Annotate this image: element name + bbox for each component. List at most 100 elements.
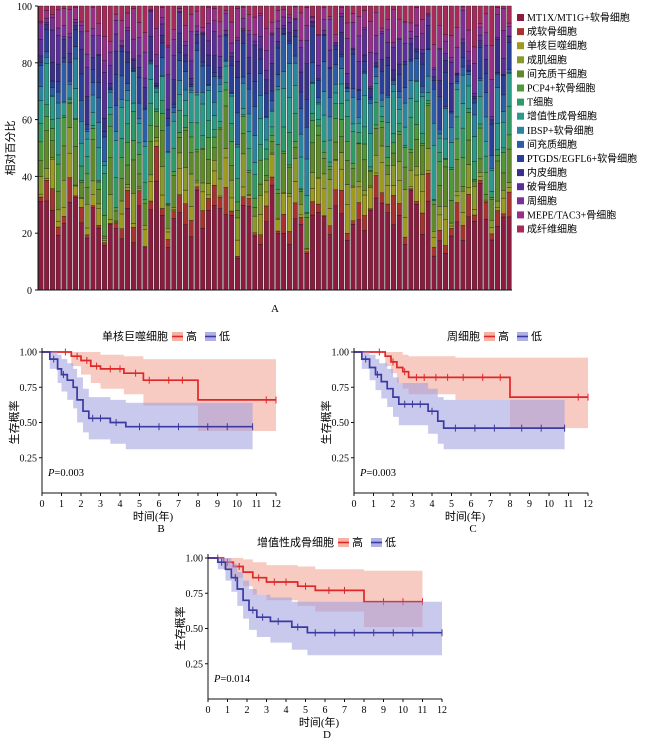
stack-segment bbox=[240, 205, 246, 291]
stack-segment bbox=[304, 217, 310, 249]
stack-segment bbox=[90, 180, 96, 195]
stack-segment bbox=[107, 224, 113, 291]
stack-segment bbox=[211, 170, 217, 186]
stack-segment bbox=[240, 5, 246, 8]
stack-segment bbox=[217, 178, 223, 197]
stack-segment bbox=[281, 9, 287, 18]
stack-segment bbox=[154, 111, 159, 127]
stack-segment bbox=[310, 113, 316, 121]
stack-segment bbox=[263, 50, 269, 71]
stack-segment bbox=[125, 83, 131, 91]
stack-segment bbox=[402, 126, 408, 146]
stack-segment bbox=[460, 212, 466, 226]
stack-segment bbox=[437, 185, 443, 207]
stack-segment bbox=[223, 61, 229, 67]
stack-segment bbox=[408, 60, 414, 81]
stack-segment bbox=[119, 157, 125, 179]
stack-segment bbox=[107, 194, 113, 220]
stack-segment bbox=[73, 185, 79, 197]
stack-segment bbox=[44, 29, 50, 53]
stack-segment bbox=[327, 225, 333, 235]
km-panel-label: D bbox=[323, 729, 331, 738]
stack-segment bbox=[194, 189, 200, 291]
stack-segment bbox=[419, 234, 425, 291]
legend-swatch bbox=[517, 183, 524, 191]
stack-segment bbox=[38, 123, 44, 143]
stack-segment bbox=[55, 9, 61, 29]
stack-segment bbox=[263, 117, 269, 141]
stack-segment bbox=[148, 174, 154, 182]
stack-segment bbox=[500, 58, 506, 75]
stack-segment bbox=[252, 44, 258, 82]
stack-segment bbox=[339, 56, 344, 69]
stack-segment bbox=[73, 146, 79, 186]
stack-segment bbox=[73, 29, 79, 47]
stack-segment bbox=[136, 205, 142, 291]
stack-segment bbox=[477, 47, 483, 79]
stack-segment bbox=[396, 161, 402, 181]
stack-segment bbox=[385, 97, 391, 123]
stacked-y-tick-label: 40 bbox=[22, 172, 32, 183]
km-x-tick-label: 0 bbox=[206, 705, 211, 716]
stack-segment bbox=[84, 237, 90, 291]
stack-segment bbox=[448, 235, 454, 291]
stack-segment bbox=[321, 114, 327, 142]
stack-segment bbox=[130, 59, 136, 69]
km-x-tick-label: 7 bbox=[342, 705, 347, 716]
stack-segment bbox=[448, 35, 454, 58]
stack-segment bbox=[448, 83, 454, 112]
stack-segment bbox=[495, 73, 501, 88]
stack-segment bbox=[44, 51, 50, 58]
stack-segment bbox=[269, 141, 275, 154]
stack-segment bbox=[298, 156, 304, 190]
stack-segment bbox=[73, 119, 79, 147]
stack-segment bbox=[460, 5, 466, 8]
stack-segment bbox=[367, 97, 373, 100]
stack-segment bbox=[177, 52, 183, 61]
stack-segment bbox=[339, 83, 344, 104]
stack-segment bbox=[182, 203, 188, 225]
stack-segment bbox=[44, 22, 50, 25]
stack-segment bbox=[182, 25, 188, 42]
stack-segment bbox=[252, 197, 258, 208]
stack-segment bbox=[275, 28, 281, 42]
stack-segment bbox=[258, 183, 264, 196]
stack-segment bbox=[281, 5, 287, 10]
stack-segment bbox=[200, 191, 206, 211]
stack-segment bbox=[489, 45, 495, 80]
stack-segment bbox=[466, 71, 472, 75]
stack-segment bbox=[84, 53, 90, 68]
stack-segment bbox=[298, 5, 304, 14]
stack-segment bbox=[275, 86, 281, 91]
stack-segment bbox=[391, 9, 396, 43]
stack-segment bbox=[177, 5, 183, 9]
stack-segment bbox=[454, 202, 460, 223]
stack-segment bbox=[246, 206, 252, 291]
stack-segment bbox=[402, 189, 408, 218]
stack-segment bbox=[477, 80, 483, 97]
km-x-tick-label: 0 bbox=[40, 499, 45, 510]
stack-segment bbox=[125, 208, 131, 291]
stack-segment bbox=[38, 39, 44, 57]
stack-segment bbox=[136, 22, 142, 38]
stack-segment bbox=[78, 121, 84, 144]
stack-segment bbox=[78, 198, 84, 208]
stack-segment bbox=[234, 239, 240, 257]
stack-segment bbox=[431, 69, 437, 78]
stack-segment bbox=[258, 5, 264, 14]
stack-segment bbox=[431, 89, 437, 124]
stack-segment bbox=[148, 60, 154, 63]
km-confidence-band bbox=[354, 352, 565, 450]
stack-segment bbox=[113, 33, 119, 52]
stack-segment bbox=[477, 172, 483, 177]
stack-segment bbox=[44, 130, 50, 169]
km-x-tick-label: 11 bbox=[418, 705, 428, 716]
stack-segment bbox=[286, 164, 292, 168]
stack-segment bbox=[148, 200, 154, 210]
stack-segment bbox=[281, 88, 287, 128]
stack-segment bbox=[443, 34, 448, 42]
stack-segment bbox=[258, 118, 264, 145]
stack-segment bbox=[67, 53, 73, 63]
stack-segment bbox=[367, 133, 373, 168]
stack-segment bbox=[269, 135, 275, 142]
